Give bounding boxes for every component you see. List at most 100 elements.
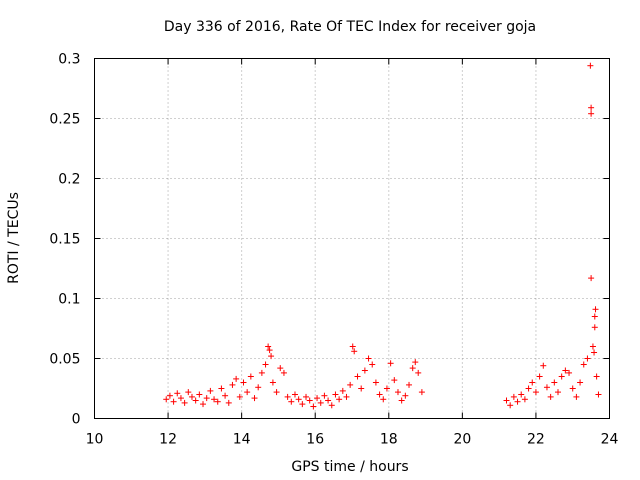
data-point xyxy=(233,375,240,382)
data-point xyxy=(317,399,324,406)
data-point xyxy=(595,391,602,398)
data-point xyxy=(295,396,302,403)
data-point xyxy=(558,373,565,380)
data-point xyxy=(166,392,173,399)
chart-title: Day 336 of 2016, Rate Of TEC Index for r… xyxy=(164,19,536,35)
data-point xyxy=(280,369,287,376)
data-point xyxy=(314,395,321,402)
data-point xyxy=(376,391,383,398)
data-point xyxy=(343,393,350,400)
data-point xyxy=(265,343,272,350)
data-points xyxy=(163,62,602,410)
data-point xyxy=(587,62,594,69)
x-tick-label: 16 xyxy=(306,432,324,448)
y-tick-label: 0.1 xyxy=(58,292,80,308)
data-point xyxy=(349,343,356,350)
x-tick-label: 22 xyxy=(527,432,545,448)
data-point xyxy=(592,306,599,313)
data-point xyxy=(185,389,192,396)
data-point xyxy=(325,397,332,404)
data-point xyxy=(358,385,365,392)
data-point xyxy=(181,399,188,406)
data-point xyxy=(207,387,214,394)
data-point xyxy=(580,361,587,368)
data-point xyxy=(398,397,405,404)
y-tick-label: 0.25 xyxy=(49,112,80,128)
data-point xyxy=(588,275,595,282)
data-point xyxy=(409,365,416,372)
data-point xyxy=(588,104,595,111)
data-point xyxy=(593,373,600,380)
x-axis-label: GPS time / hours xyxy=(291,459,408,475)
data-point xyxy=(589,343,596,350)
y-axis-label: ROTI / TECUs xyxy=(6,192,22,284)
data-point xyxy=(577,379,584,386)
data-point xyxy=(415,369,422,376)
data-point xyxy=(354,373,361,380)
data-point xyxy=(291,391,298,398)
data-point xyxy=(418,389,425,396)
data-point xyxy=(566,369,573,376)
data-point xyxy=(284,393,291,400)
data-point xyxy=(247,373,254,380)
data-point xyxy=(536,373,543,380)
data-point xyxy=(222,392,229,399)
data-point xyxy=(372,379,379,386)
data-point xyxy=(211,396,218,403)
x-tick-label: 20 xyxy=(453,432,471,448)
data-point xyxy=(573,393,580,400)
data-point xyxy=(365,355,372,362)
x-tick-label: 18 xyxy=(380,432,398,448)
data-point xyxy=(192,397,199,404)
data-point xyxy=(240,379,247,386)
data-point xyxy=(518,391,525,398)
data-point xyxy=(412,359,419,366)
data-point xyxy=(229,381,236,388)
x-tick-label: 24 xyxy=(601,432,619,448)
data-point xyxy=(387,360,394,367)
y-tick-label: 0.15 xyxy=(49,232,80,248)
y-tick-label: 0.2 xyxy=(58,172,80,188)
data-point xyxy=(380,396,387,403)
data-point xyxy=(255,384,262,391)
data-point xyxy=(170,398,177,405)
data-point xyxy=(391,377,398,384)
data-point xyxy=(555,389,561,396)
data-point xyxy=(406,381,413,388)
data-point xyxy=(588,110,595,117)
data-point xyxy=(299,401,306,408)
grid-lines xyxy=(94,58,610,419)
data-point xyxy=(328,402,335,409)
data-point xyxy=(225,399,232,406)
data-point xyxy=(514,398,521,405)
data-point xyxy=(369,361,376,368)
data-point xyxy=(174,390,181,397)
data-point xyxy=(268,353,275,360)
data-point xyxy=(503,397,510,404)
data-point xyxy=(288,398,295,405)
axis-ticks: 10 12 14 16 18 20 22 24 0 0.05 0.1 0.15 0.2 0.25 0.3 xyxy=(49,52,618,448)
data-point xyxy=(244,389,251,396)
data-point xyxy=(277,365,284,372)
data-point xyxy=(273,389,280,396)
data-point xyxy=(351,348,358,355)
data-point xyxy=(177,395,184,402)
data-point xyxy=(532,389,539,396)
data-point xyxy=(310,403,317,410)
data-point xyxy=(336,396,343,403)
data-point xyxy=(306,397,313,404)
data-point xyxy=(525,385,532,392)
data-point xyxy=(591,349,598,356)
x-tick-label: 10 xyxy=(86,432,104,448)
data-point xyxy=(258,369,265,376)
data-point xyxy=(236,393,243,400)
data-point xyxy=(591,313,598,320)
data-point xyxy=(214,398,221,405)
data-point xyxy=(251,395,258,402)
y-tick-label: 0.05 xyxy=(49,352,80,368)
data-point xyxy=(262,361,269,368)
data-point xyxy=(218,385,225,392)
data-point xyxy=(543,384,550,391)
x-tick-label: 12 xyxy=(159,432,177,448)
